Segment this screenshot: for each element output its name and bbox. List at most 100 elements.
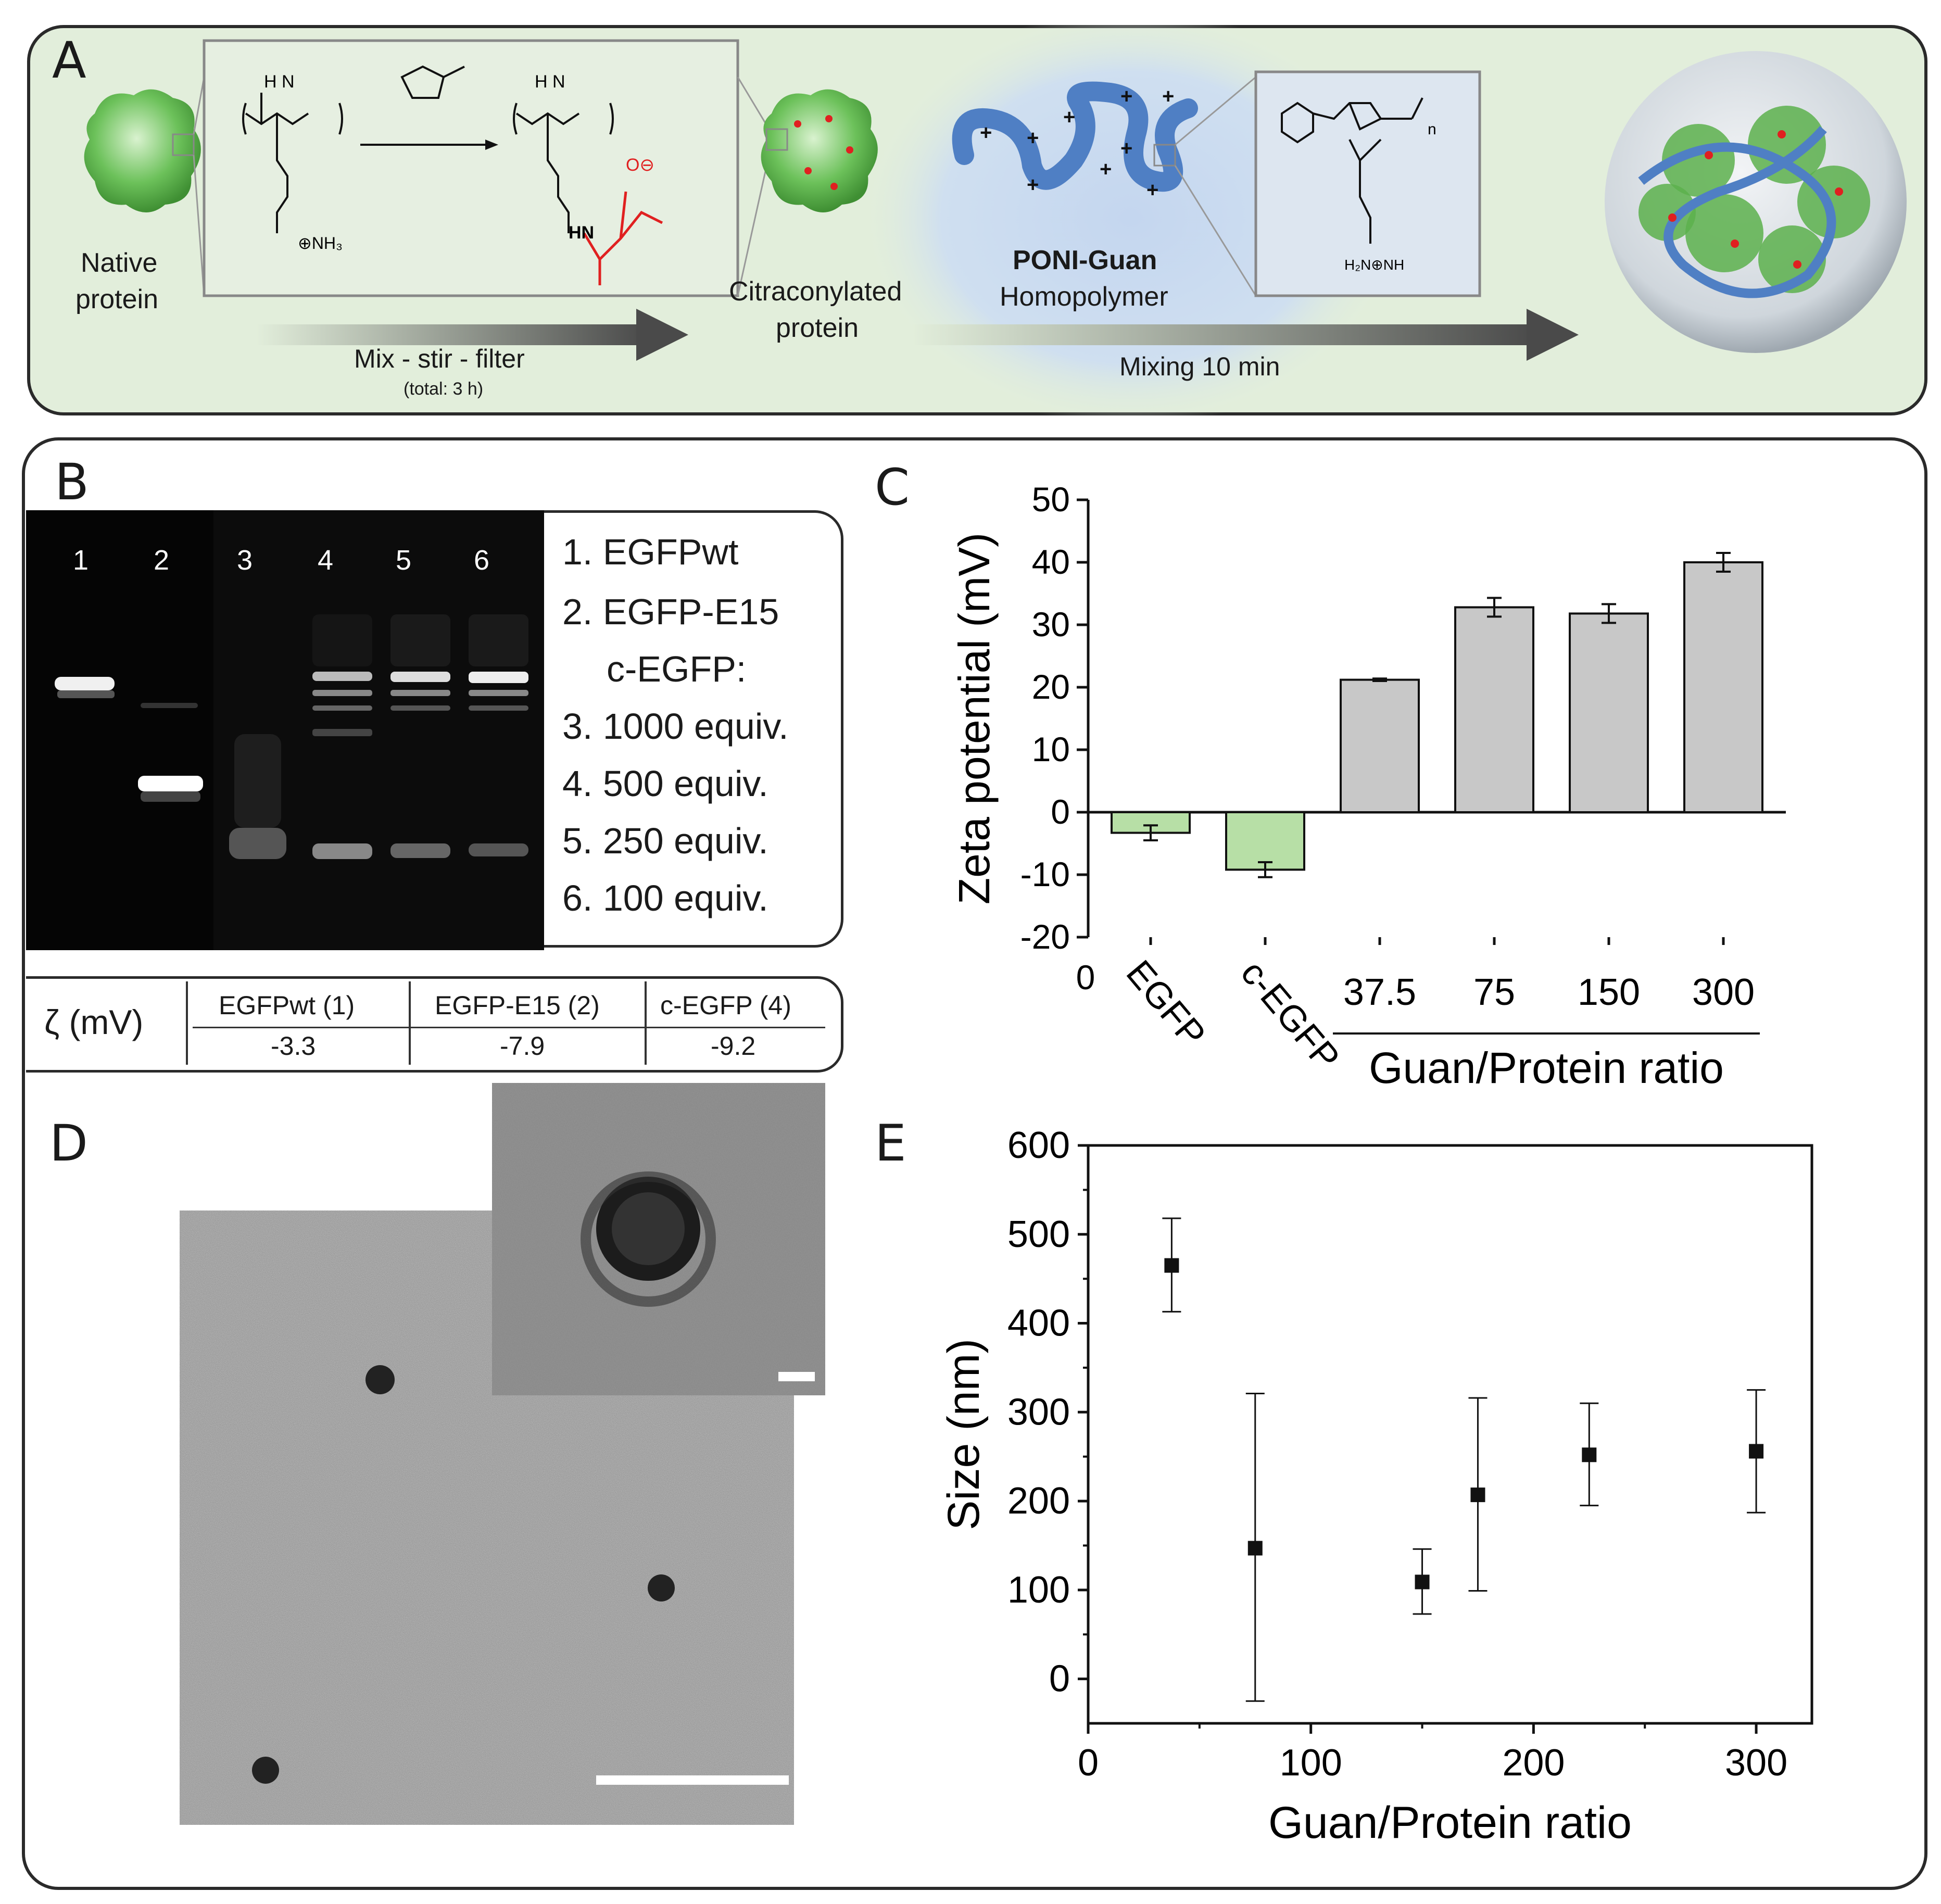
data-point-1 (1164, 1258, 1179, 1273)
data-point-2 (1247, 1541, 1263, 1556)
zeta-table-vline-2 (645, 981, 647, 1065)
polymer-name: PONI-Guan (1013, 245, 1157, 275)
gel-image (26, 510, 544, 950)
lysine-structure (242, 93, 343, 233)
x-tick-label: 300 (1725, 1742, 1787, 1784)
chem-nh3-label: ⊕NH₃ (298, 234, 343, 253)
reaction-box (203, 39, 739, 297)
svg-text:+: + (1100, 158, 1112, 181)
zeta-row-label: ζ (mV) (44, 1003, 144, 1041)
y-tick-label: 400 (1007, 1303, 1070, 1344)
data-point-3 (1415, 1574, 1430, 1590)
bar-150 (1569, 612, 1649, 813)
citraconyl-lysine-structure (513, 103, 614, 233)
bar-37.5 (1340, 678, 1420, 813)
chem-guan-label: H₂N⊕NH (1344, 257, 1404, 273)
bar-c-EGFP (1225, 811, 1305, 871)
bar-75 (1454, 606, 1534, 813)
legend-item-3: 3. 1000 equiv. (562, 706, 789, 747)
panel-a-letter: A (52, 31, 86, 90)
legend-item-5: 5. 250 equiv. (562, 821, 768, 861)
x-tick-label-EGFP: EGFP (1119, 953, 1214, 1055)
zeta-header-2: EGFP-E15 (2) (435, 991, 600, 1020)
data-point-4 (1470, 1487, 1485, 1503)
native-protein-label-1: Native (81, 248, 158, 278)
y-tick-label: 30 (1032, 605, 1070, 644)
scale-bar-inset (778, 1372, 815, 1381)
x-tick-label-150: 150 (1578, 972, 1640, 1013)
svg-text:+: + (1063, 106, 1075, 129)
step1-sublabel: (total: 3 h) (404, 379, 484, 399)
svg-text:+: + (1120, 85, 1132, 108)
scale-bar-main (596, 1775, 789, 1785)
citraconyl-group (583, 191, 663, 285)
data-point-5 (1582, 1447, 1597, 1462)
chem-nh-label: H N (264, 72, 295, 92)
particle-3 (252, 1757, 279, 1784)
svg-text:+: + (1027, 173, 1039, 196)
poni-structure (1281, 97, 1423, 244)
y-tick-label: 500 (1007, 1214, 1070, 1255)
panel-e-letter: E (875, 1114, 906, 1172)
y-tick-label: 0 (1051, 792, 1070, 831)
arrow-step2 (912, 309, 1579, 361)
x-tick-label: 100 (1280, 1742, 1342, 1784)
zeta-table (26, 976, 843, 1073)
native-protein-blob (84, 89, 201, 212)
y-tick-label: 40 (1032, 543, 1070, 581)
panel-c-letter: C (875, 458, 910, 516)
zeta-table-hline (193, 1027, 825, 1028)
zeta-table-vline-1 (409, 981, 411, 1065)
panel-a-scheme: H N ⊕NH₃ H N HN O⊖ + + + + + + + + + n H₂N⊕NH (84, 25, 1907, 415)
y-tick-label: 20 (1032, 667, 1070, 706)
x-tick-label-300: 300 (1692, 972, 1755, 1013)
step2-label: Mixing 10 min (1119, 352, 1280, 381)
y-tick-label: 50 (1032, 480, 1070, 519)
size-scatter-chart: 0 100 200 300 400 500 600 0 100 200 300 Guan/Protei… (939, 1125, 1813, 1848)
zeta-value-2: -7.9 (500, 1031, 545, 1061)
native-protein-label-2: protein (75, 284, 158, 314)
plot-frame (1087, 1144, 1813, 1725)
x-origin-label: 0 (1076, 958, 1095, 997)
y-tick-label: -10 (1020, 855, 1070, 893)
nanoparticle-complex (1605, 51, 1907, 353)
x-axis-label: Guan/Protein ratio (1268, 1798, 1632, 1848)
legend-item-6: 6. 100 equiv. (562, 878, 768, 918)
gel-legend-box (544, 510, 843, 948)
svg-text:+: + (980, 121, 992, 144)
citraconylated-label-2: protein (776, 313, 859, 343)
lane-label-5: 5 (396, 545, 412, 576)
particle-2 (648, 1574, 675, 1602)
polymer-type: Homopolymer (1000, 282, 1168, 312)
legend-item-1: 1. EGFPwt (562, 532, 739, 572)
lane-label-3: 3 (237, 545, 253, 576)
zeta-table-vline-0 (186, 981, 188, 1065)
chem-hn-label: HN (569, 223, 594, 243)
data-point-6 (1749, 1444, 1764, 1459)
svg-text:+: + (1146, 179, 1158, 201)
panel-b-letter: B (55, 453, 89, 511)
tem-image (180, 1083, 825, 1825)
x-tick-label: 200 (1502, 1742, 1565, 1784)
y-axis-label: Zeta potential (mV) (950, 533, 999, 904)
citraconylated-protein-blob (761, 89, 878, 212)
svg-text:+: + (1120, 137, 1132, 160)
x-tick-label: 0 (1078, 1742, 1099, 1784)
y-tick-label: 600 (1007, 1125, 1070, 1166)
lane-label-4: 4 (318, 545, 334, 576)
chem-ominus-label: O⊖ (626, 155, 654, 175)
svg-text:+: + (1162, 85, 1174, 108)
x-tick-label-37.5: 37.5 (1343, 972, 1416, 1013)
y-tick-label: 100 (1007, 1569, 1070, 1611)
legend-item-2: 2. EGFP-E15 (562, 591, 779, 632)
y-axis-label: Size (nm) (939, 1339, 989, 1530)
panel-d-letter: D (49, 1114, 88, 1172)
x-tick-label-c-EGFP: c-EGFP (1233, 953, 1348, 1078)
svg-text:+: + (1027, 127, 1039, 149)
anhydride-structure (400, 65, 465, 99)
particle-1 (365, 1365, 395, 1394)
arrow-step1 (256, 309, 688, 361)
y-tick-label: 10 (1032, 730, 1070, 768)
bar-EGFP (1111, 811, 1191, 834)
